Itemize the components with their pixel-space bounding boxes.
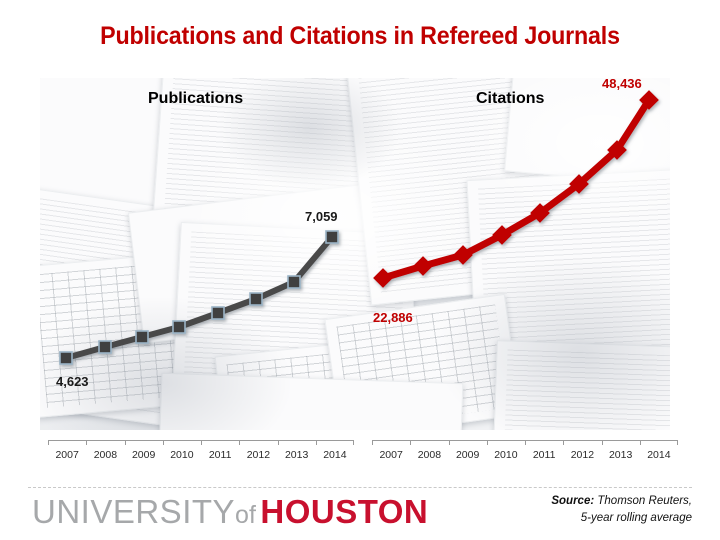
value-label-citations-end: 48,436 [602, 76, 642, 91]
axis-tick [315, 440, 317, 445]
publications-marker [325, 230, 339, 244]
footer-divider [28, 487, 692, 488]
axis-tick-label: 2008 [93, 449, 118, 461]
citations-marker [413, 256, 433, 276]
axis-tick [353, 440, 354, 445]
axis-tick-label: 2013 [284, 449, 309, 461]
source-label: Source: [551, 495, 595, 507]
citations-marker [492, 225, 512, 245]
axis-tick [639, 440, 641, 445]
series-label-citations: Citations [476, 90, 545, 107]
source-note: Source: Thomson Reuters, 5-year rolling … [551, 493, 692, 526]
citations-marker [453, 245, 473, 265]
axis-tick-label: 2009 [455, 449, 480, 461]
publications-marker [59, 351, 73, 365]
value-label-publications-end: 7,059 [305, 209, 338, 224]
value-label-publications-start: 4,623 [56, 374, 89, 389]
logo-word-university: UNIVERSITY [32, 493, 236, 530]
axis-tick [563, 440, 565, 445]
citations-line [379, 96, 653, 282]
chart-plot [59, 90, 659, 365]
axis-tick-label: 2011 [208, 449, 232, 461]
publications-marker [211, 306, 225, 320]
axis-tick [124, 440, 126, 445]
x-axis-citations: 2007 2008 2009 2010 2011 2012 2013 2014 [372, 440, 678, 470]
axis-tick-label: 2008 [417, 449, 442, 461]
axis-tick [201, 440, 202, 445]
page-title: Publications and Citations in Refereed J… [100, 22, 620, 50]
axis-tick-label: 2009 [131, 449, 156, 461]
axis-tick [239, 440, 241, 445]
axis-tick-label: 2010 [170, 449, 194, 461]
citations-marker [373, 268, 393, 288]
axis-tick-label: 2007 [379, 449, 403, 461]
axis-tick-label: 2010 [494, 449, 518, 461]
publications-marker [98, 340, 112, 354]
publications-marker [135, 330, 149, 344]
x-axis-publications: 2007 2008 2009 2010 2011 2012 2013 2014 [48, 440, 354, 470]
axis-tick [162, 440, 164, 445]
axis-tick [86, 440, 88, 445]
axis-tick [48, 440, 49, 445]
series-label-publications: Publications [148, 90, 244, 107]
logo-word-houston: HOUSTON [260, 493, 429, 530]
publications-marker [249, 292, 263, 306]
chart-area: Publications Citations 4,623 7,059 22,88… [40, 76, 670, 430]
axis-tick [410, 440, 412, 445]
logo-word-of: of [235, 501, 256, 529]
series-citations [373, 90, 659, 288]
axis-tick-label: 2013 [608, 449, 633, 461]
axis-tick-label: 2014 [647, 449, 671, 461]
source-value: Thomson Reuters, [597, 495, 692, 507]
publications-line [63, 234, 335, 361]
axis-tick [525, 440, 526, 445]
axis-tick [677, 440, 678, 445]
source-value-line2: 5-year rolling average [580, 511, 692, 524]
series-publications [59, 230, 339, 365]
axis-tick-label: 2011 [532, 449, 556, 461]
axis-tick [486, 440, 488, 445]
axis-tick [277, 440, 279, 445]
axis-tick [448, 440, 450, 445]
axis-tick [601, 440, 603, 445]
publications-marker [172, 320, 186, 334]
axis-tick-label: 2012 [246, 449, 271, 461]
publications-marker [287, 275, 301, 289]
university-of-houston-logo: UNIVERSITYof HOUSTON [32, 495, 428, 528]
axis-tick-label: 2012 [570, 449, 595, 461]
axis-tick-label: 2007 [55, 449, 79, 461]
axis-tick-label: 2014 [323, 449, 347, 461]
value-label-citations-start: 22,886 [373, 310, 413, 325]
axis-tick [372, 440, 373, 445]
